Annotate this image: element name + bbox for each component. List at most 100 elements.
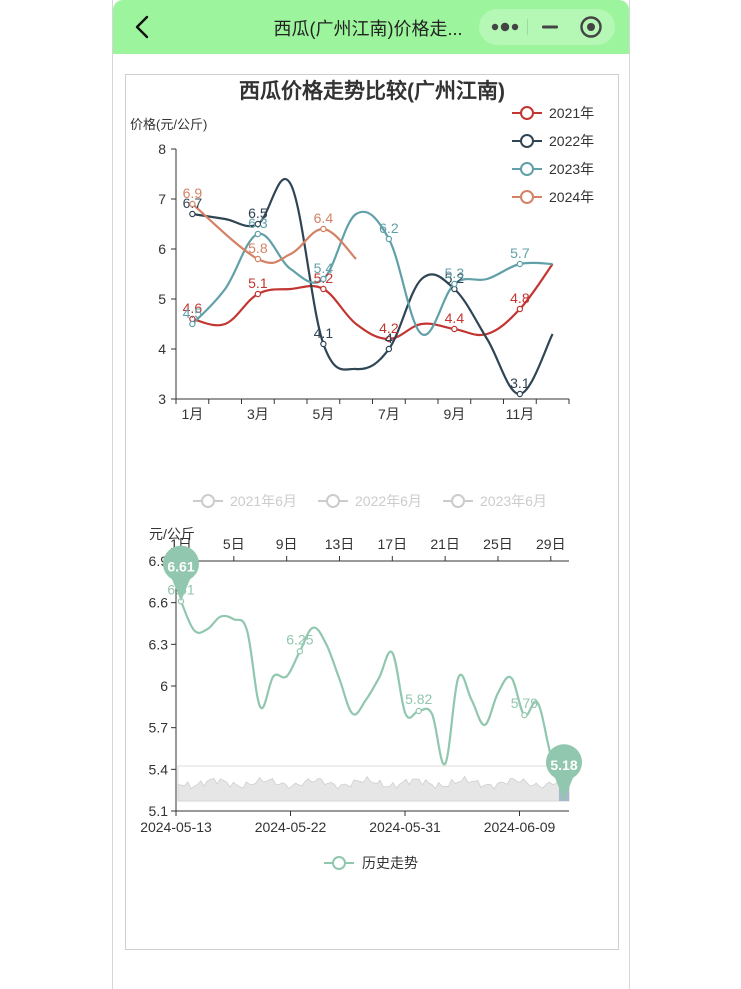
pin-label: 6.61	[167, 558, 194, 574]
data-point[interactable]	[385, 235, 393, 243]
chart1-y-tick-label: 4	[158, 341, 166, 357]
data-point[interactable]	[320, 285, 327, 293]
legend-marker	[520, 162, 534, 176]
legend-marker	[201, 494, 215, 508]
legend-marker	[520, 134, 534, 148]
chart2-top-tick-label: 13日	[325, 536, 355, 552]
legend-item-2023年6月[interactable]: 2023年6月	[443, 493, 547, 509]
chart1-x-tick-label: 11月	[506, 406, 535, 422]
legend-item-2021年6月[interactable]: 2021年6月	[193, 493, 297, 509]
chart1-x-tick-label: 1月	[181, 406, 203, 422]
data-point[interactable]	[254, 220, 262, 228]
data-point[interactable]	[451, 280, 458, 288]
legend-item-2023年[interactable]: 2023年	[512, 161, 594, 177]
data-label: 4.4	[445, 310, 465, 326]
chart1-x-tick-label: 9月	[443, 406, 465, 422]
chart1-y-tick-label: 6	[158, 241, 166, 257]
legend-marker	[332, 856, 346, 870]
chart1-y-tick-label: 3	[158, 391, 166, 407]
chart2-top-tick-label: 9日	[276, 536, 298, 552]
chart2-y-tick-label: 5.7	[149, 720, 169, 736]
max-value-pin: 6.61	[163, 545, 199, 602]
chart2-y-tick-label: 5.1	[149, 803, 169, 819]
history-trend-line	[179, 600, 566, 801]
data-point[interactable]	[320, 275, 327, 283]
data-point[interactable]	[189, 210, 196, 218]
data-label: 5.1	[248, 275, 268, 291]
chevron-left-icon[interactable]	[131, 13, 157, 41]
price-comparison-chart: 西瓜价格走势比较(广州江南) 价格(元/公斤) 3 4 5 6 7 8 1月 3月 5月 7月 9月…	[130, 79, 594, 422]
data-label: 6.5	[248, 205, 268, 221]
chart2-ylabel: 元/公斤	[149, 526, 195, 542]
data-label: 4.5	[183, 305, 203, 321]
data-point[interactable]	[189, 320, 196, 328]
mini-program-capsule	[479, 9, 615, 45]
legend-label: 历史走势	[362, 855, 418, 871]
data-point[interactable]	[385, 335, 393, 343]
chart2-y-tick-label: 6.6	[149, 595, 169, 611]
data-label: 6.4	[314, 210, 334, 226]
legend-item-history[interactable]: 历史走势	[324, 855, 418, 871]
chart2-bottom-tick-label: 2024-05-13	[140, 819, 212, 835]
min-value-pin: 5.18	[546, 744, 582, 800]
chart2-top-tick-label: 17日	[378, 536, 408, 552]
data-label: 3.1	[510, 375, 530, 391]
pin-marker	[546, 744, 582, 800]
chart2-bottom-tick-label: 2024-05-31	[369, 819, 441, 835]
data-point[interactable]	[254, 290, 262, 298]
data-point[interactable]	[415, 707, 422, 715]
legend-marker	[520, 190, 534, 204]
data-point[interactable]	[385, 345, 393, 353]
close-circle-icon[interactable]	[571, 9, 615, 45]
chart2-top-tick-label: 5日	[223, 536, 245, 552]
legend-label: 2022年6月	[355, 493, 422, 509]
data-point[interactable]	[516, 305, 524, 313]
data-label: 4.1	[314, 325, 334, 341]
page-title: 西瓜(广州江南)价格走...	[273, 19, 463, 39]
series-line-2022年	[192, 178, 554, 396]
data-point[interactable]	[320, 225, 327, 233]
legend-label: 2022年	[549, 133, 594, 149]
chart2-y-tick-label: 5.4	[149, 761, 169, 777]
chart1-y-tick-label: 8	[158, 141, 166, 157]
data-label: 5.7	[510, 245, 530, 261]
data-point[interactable]	[516, 260, 524, 268]
capsule-divider	[527, 19, 528, 35]
data-label: 6.3	[248, 215, 268, 231]
legend-item-2022年6月[interactable]: 2022年6月	[318, 493, 422, 509]
legend-item-2024年[interactable]: 2024年	[512, 189, 594, 205]
legend-label: 2023年6月	[480, 493, 547, 509]
data-point[interactable]	[451, 325, 458, 333]
data-point[interactable]	[516, 390, 524, 398]
legend-label: 2021年	[549, 105, 594, 121]
data-point[interactable]	[189, 200, 196, 208]
chart1-x-tick-label: 5月	[312, 406, 334, 422]
data-label: 6.25	[286, 631, 313, 647]
chart2-top-tick-label: 21日	[430, 536, 460, 552]
more-icon[interactable]	[479, 9, 527, 45]
legend-item-2022年[interactable]: 2022年	[512, 133, 594, 149]
history-trend-chart: 2021年6月 2022年6月 2023年6月 元/公斤 5.1 5.4 5.7 6 6.3…	[140, 493, 582, 871]
data-point[interactable]	[320, 340, 327, 348]
legend-marker	[326, 494, 340, 508]
legend-item-2021年[interactable]: 2021年	[512, 105, 594, 121]
data-label: 5.2	[445, 270, 465, 286]
series-line-2024年	[191, 203, 357, 264]
data-point[interactable]	[254, 230, 262, 238]
data-point[interactable]	[521, 711, 528, 719]
data-point[interactable]	[296, 648, 304, 655]
data-label: 4	[385, 330, 393, 346]
data-label: 5.79	[511, 695, 538, 711]
chart1-x-tick-label: 7月	[378, 406, 400, 422]
chart1-y-tick-label: 7	[158, 191, 166, 207]
pin-label: 5.18	[550, 757, 577, 773]
legend-label: 2024年	[549, 189, 594, 205]
data-label: 4.6	[183, 300, 203, 316]
chart1-title: 西瓜价格走势比较(广州江南)	[239, 79, 505, 103]
data-label: 6.9	[183, 185, 203, 201]
chart2-bottom-tick-label: 2024-05-22	[255, 819, 327, 835]
zoom-slider-preview	[177, 775, 570, 802]
legend-label: 2023年	[549, 161, 594, 177]
minimize-icon[interactable]	[528, 9, 568, 45]
data-point[interactable]	[254, 255, 262, 263]
